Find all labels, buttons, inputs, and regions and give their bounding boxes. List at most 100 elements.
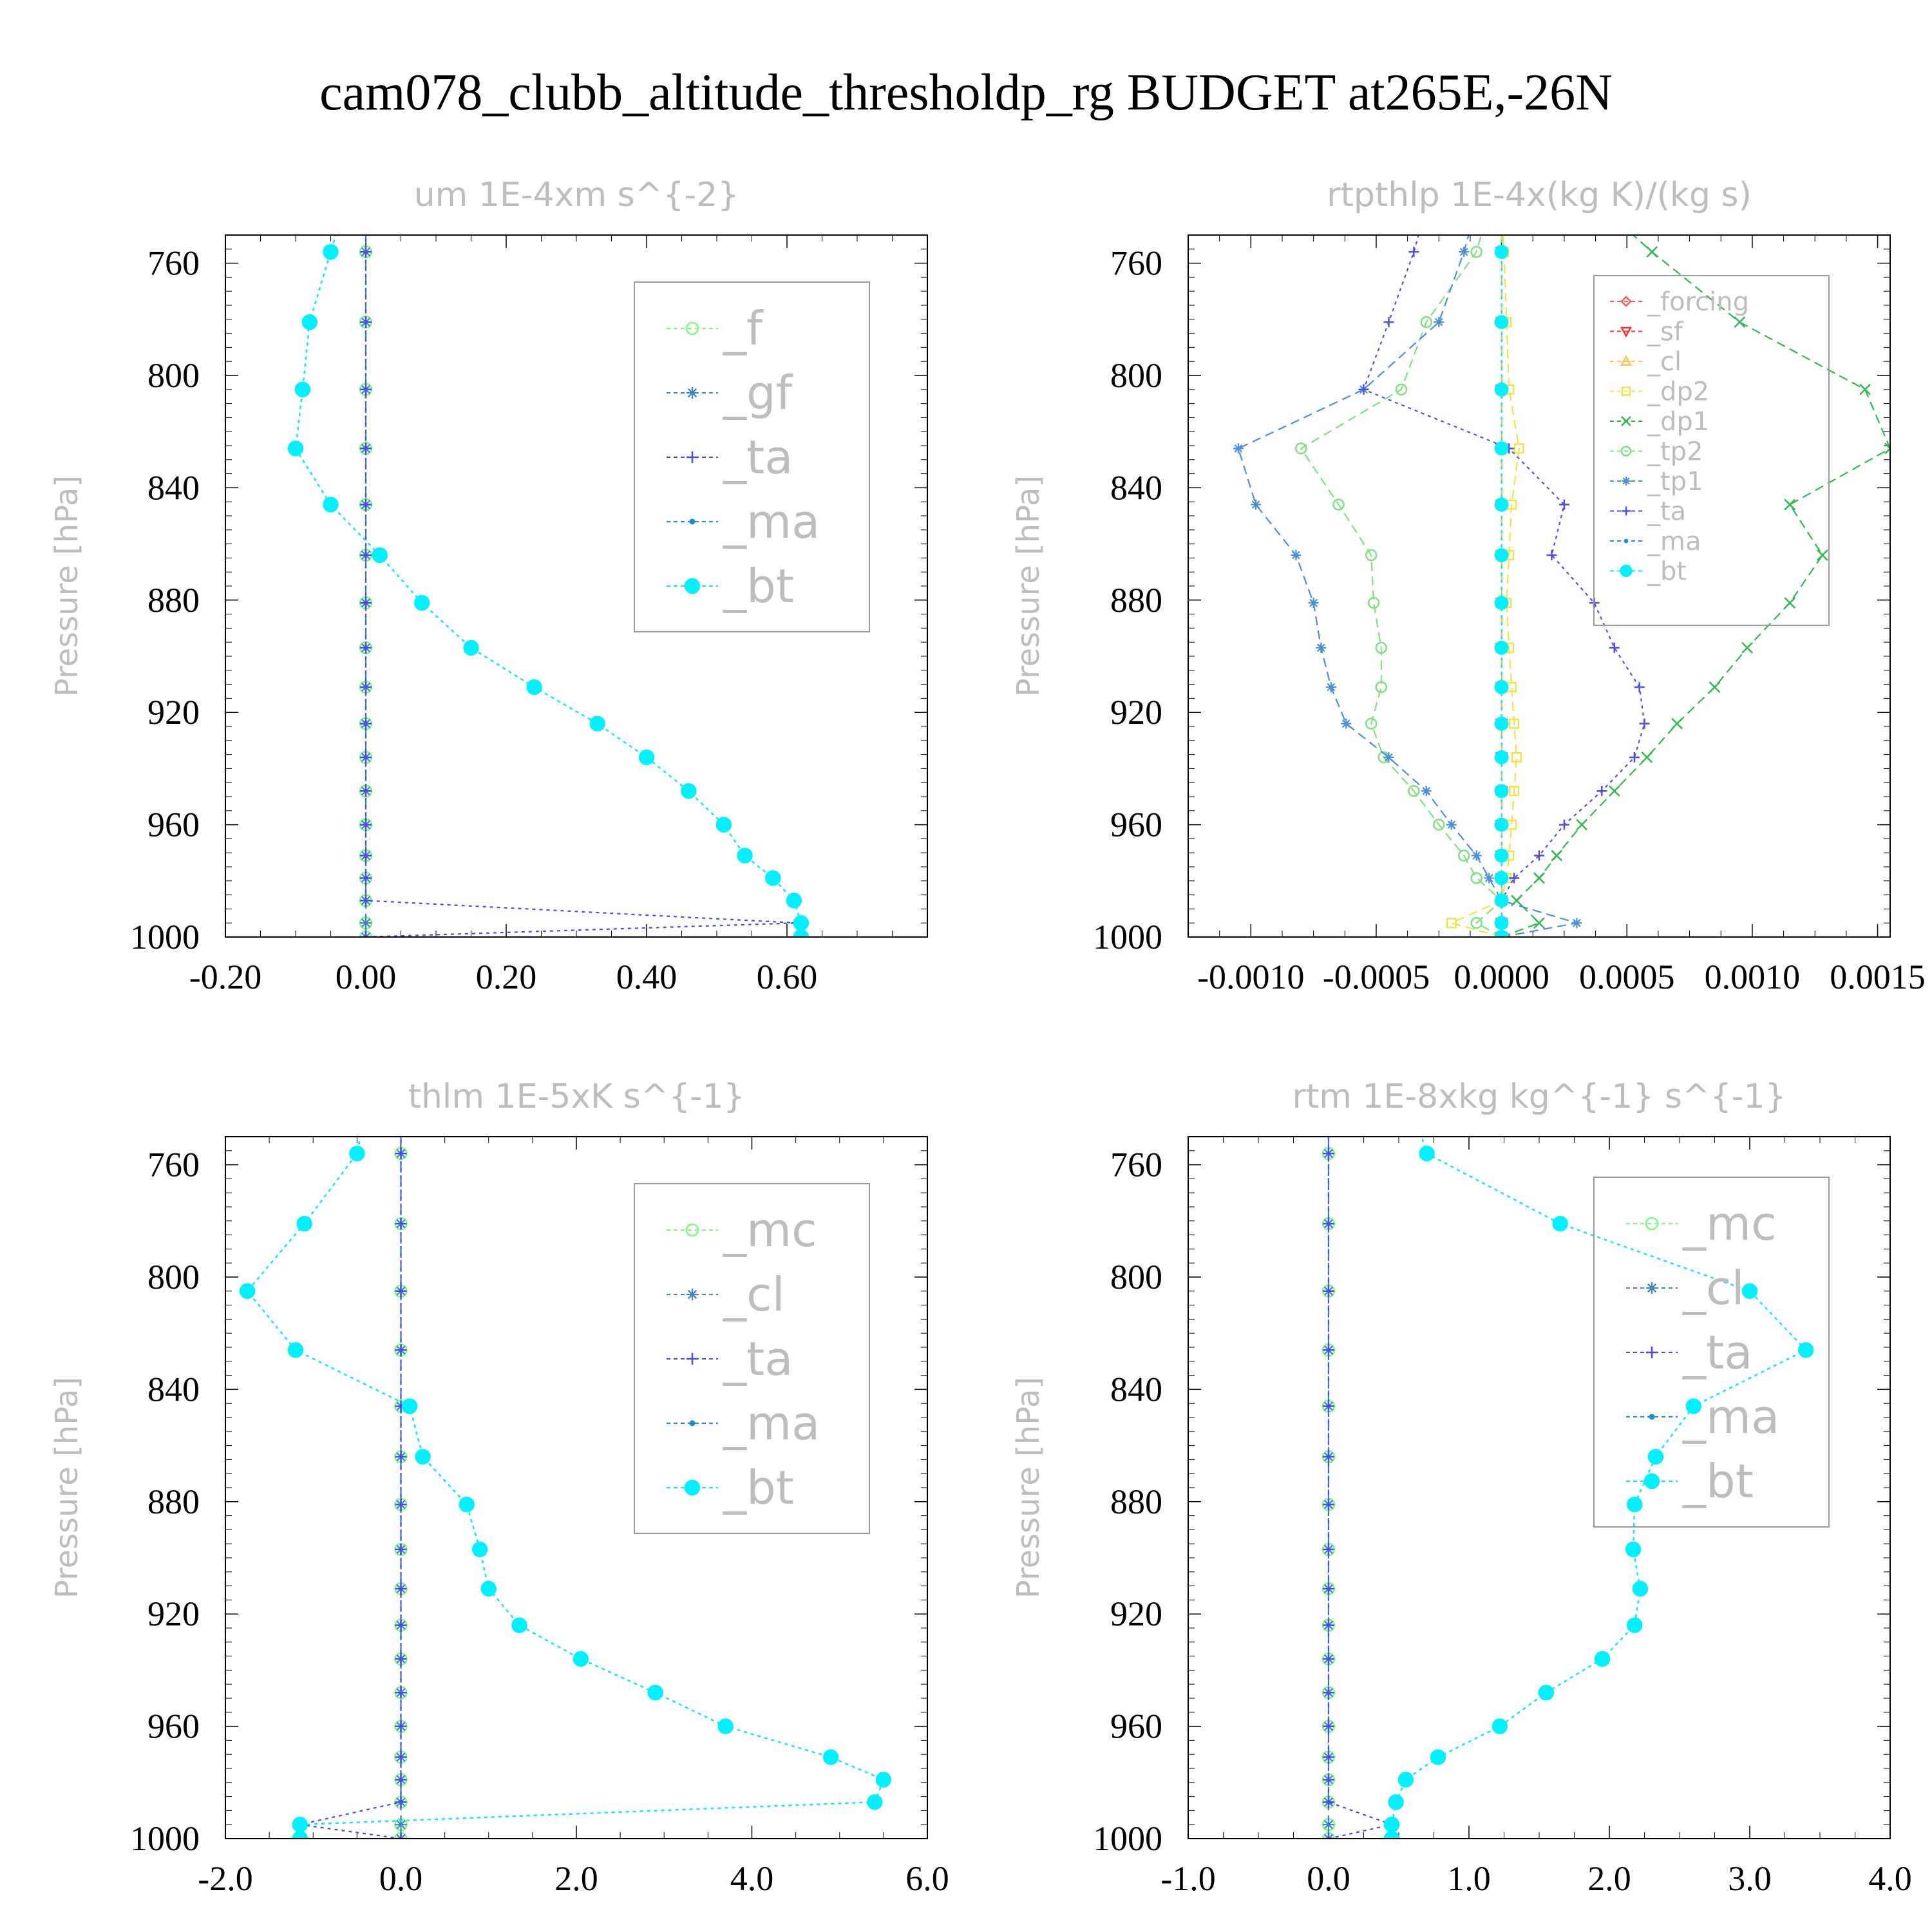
x-tick-label: 4.0 [1868, 1859, 1912, 1898]
axis-ticks [225, 234, 928, 938]
data-point [471, 1541, 488, 1558]
x-tick-label: -0.0010 [1197, 958, 1304, 996]
data-point [793, 915, 810, 931]
data-point [875, 1772, 892, 1788]
legend-marker [685, 321, 699, 336]
x-tick-label: -1.0 [1160, 1859, 1215, 1898]
data-point [360, 819, 372, 831]
data-point [786, 893, 802, 909]
data-point [1308, 598, 1319, 609]
axis-ticks [1188, 1136, 1891, 1839]
data-point [1609, 642, 1620, 653]
legend-label: _sf [1647, 317, 1683, 347]
data-point [1408, 247, 1419, 258]
y-tick-label: 960 [147, 806, 200, 844]
legend: _mc _cl _ta _ma _bt [1593, 1177, 1830, 1528]
legend-box [1593, 1177, 1830, 1528]
legend-label: _tp2 [1647, 437, 1703, 467]
data-point [1741, 642, 1753, 654]
legend-marker [685, 1223, 699, 1237]
data-point [360, 681, 372, 693]
data-point [1494, 784, 1509, 799]
data-point [395, 1451, 407, 1463]
data-point [1627, 1617, 1643, 1633]
data-point [395, 1774, 407, 1786]
data-point [360, 246, 372, 258]
plot-area [1321, 1137, 1814, 1839]
panel-1: um 1E-4xm s^{-2} Pressure [hPa] 1000 960 920… [49, 176, 928, 996]
series-bt [239, 1137, 892, 1839]
legend-label: _forcing [1647, 287, 1749, 317]
data-point [1397, 1772, 1414, 1788]
data-point [1552, 1215, 1568, 1232]
data-point [395, 1796, 407, 1808]
data-point [1323, 1499, 1334, 1511]
data-point [1408, 785, 1420, 797]
data-point [395, 1720, 407, 1732]
plot-frame [225, 1136, 928, 1839]
data-point [1470, 916, 1482, 929]
panel-title: thlm 1E-5xK s^{-1} [408, 1077, 745, 1116]
data-point [638, 749, 655, 766]
data-point [1446, 918, 1457, 929]
series-bt [287, 235, 810, 937]
data-point [1511, 752, 1522, 763]
data-point [1494, 441, 1509, 456]
data-point [395, 1619, 407, 1631]
data-point [480, 1580, 497, 1597]
legend-item-bt: _bt [667, 559, 794, 613]
data-point [1513, 443, 1524, 454]
data-point [360, 641, 372, 654]
series-tp1 [1233, 235, 1582, 937]
data-point [360, 597, 372, 609]
data-point [1323, 1148, 1334, 1160]
data-point [1494, 382, 1509, 397]
legend-label: _bt [723, 559, 794, 613]
data-point [1323, 1819, 1334, 1831]
legend-label: _ta [1682, 1325, 1752, 1379]
legend-marker [687, 1289, 698, 1300]
series-ta [294, 1137, 407, 1839]
data-point [1884, 442, 1890, 455]
panel-4: rtm 1E-8xkg kg^{-1} s^{-1} Pressure [hPa]… [1010, 1077, 1912, 1898]
y-tick-label: 800 [1110, 356, 1162, 395]
legend-item-ta: _ta [667, 1332, 793, 1386]
y-tick-label: 800 [147, 356, 200, 395]
data-point [1323, 1400, 1334, 1412]
data-point [681, 783, 697, 799]
data-point [511, 1617, 527, 1633]
legend-item-f: _f [667, 301, 764, 355]
data-point [1494, 848, 1509, 863]
data-point [360, 316, 372, 328]
legend-item-tp1: _tp1 [1610, 467, 1703, 497]
y-tick-label: 840 [1110, 1370, 1162, 1408]
data-point [1471, 850, 1482, 861]
data-point [395, 1543, 407, 1555]
data-point [737, 848, 753, 864]
data-point [1251, 499, 1262, 510]
data-point [1433, 819, 1445, 831]
data-point [1375, 641, 1387, 654]
panel-2: rtpthlp 1E-4x(kg K)/(kg s) Pressure [hPa]… [1010, 176, 1926, 996]
data-point [1457, 849, 1470, 862]
data-point [287, 1342, 304, 1358]
data-point [1323, 1774, 1334, 1786]
data-point [1558, 499, 1569, 510]
data-point [1576, 819, 1588, 831]
legend-marker [1646, 1282, 1658, 1294]
legend-item-ma: _ma [1610, 527, 1701, 556]
data-point [360, 383, 372, 395]
data-point [372, 547, 388, 564]
data-point [1365, 549, 1378, 562]
y-tick-label: 1000 [130, 918, 200, 956]
data-point [463, 639, 479, 656]
legend-item-ma: _ma [667, 1396, 820, 1450]
plot-frame [1188, 1136, 1891, 1839]
data-point [1419, 1145, 1435, 1162]
data-point [323, 497, 339, 513]
legend-marker [1620, 446, 1632, 457]
legend-label: _bt [1647, 557, 1687, 587]
y-tick-label: 920 [1110, 1595, 1162, 1633]
data-point [395, 1499, 407, 1511]
legend-marker [1620, 564, 1633, 578]
